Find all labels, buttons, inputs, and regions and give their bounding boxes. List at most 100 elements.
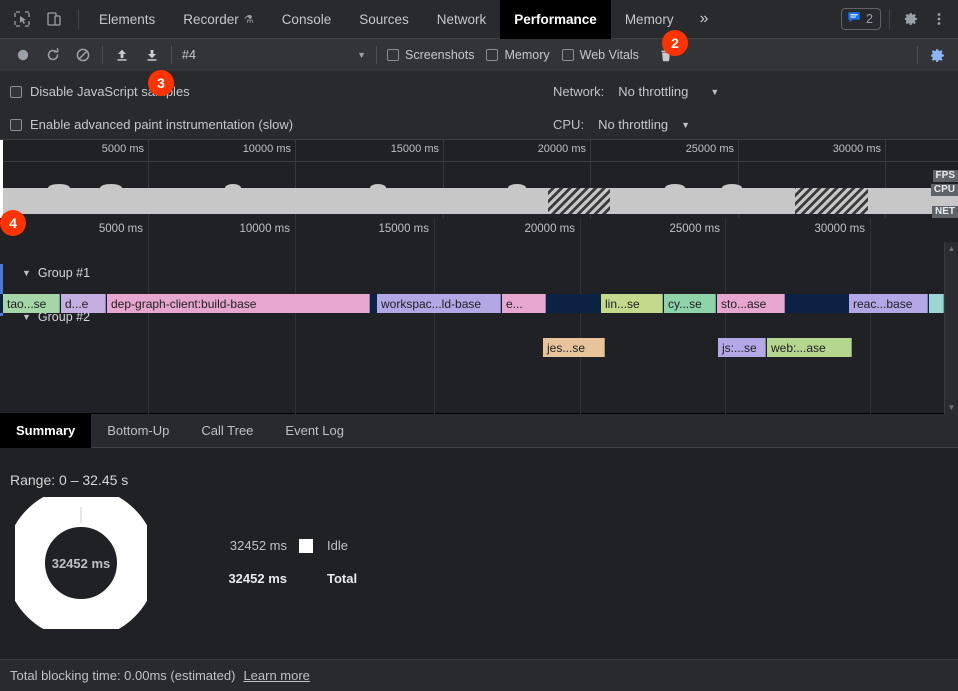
legend-idle-time: 32452 ms	[229, 538, 287, 553]
flame-bar[interactable]: js:...se	[718, 338, 766, 357]
upload-arrow-icon[interactable]	[107, 42, 137, 68]
tab-elements[interactable]: Elements	[85, 0, 169, 39]
tab-console[interactable]: Console	[268, 0, 346, 39]
flame-bar[interactable]: lin...se	[601, 294, 663, 313]
overview-gridline	[885, 140, 886, 218]
tab-bottom-up[interactable]: Bottom-Up	[91, 414, 185, 448]
tab-recorder[interactable]: Recorder ⚗	[169, 0, 267, 39]
legend-idle-label: Idle	[327, 538, 348, 553]
capture-settings-pane: Disable JavaScript samples Enable advanc…	[0, 72, 958, 140]
tab-performance-label: Performance	[514, 11, 597, 27]
toolbar-divider	[917, 46, 918, 64]
scroll-up-arrow-icon[interactable]: ▲	[947, 244, 956, 253]
chevron-down-icon[interactable]: ▼	[22, 312, 31, 322]
flame-group-header[interactable]: ▼ Group #1	[22, 266, 90, 280]
chevron-down-icon[interactable]: ▼	[22, 268, 31, 278]
tab-bottom-up-label: Bottom-Up	[107, 423, 170, 438]
timeline-overview[interactable]: 5000 ms 10000 ms 15000 ms 20000 ms 25000 ms 3…	[0, 140, 958, 218]
device-toolbar-icon[interactable]	[40, 6, 68, 32]
tab-event-log[interactable]: Event Log	[269, 414, 360, 448]
checkbox-web-vitals[interactable]: Web Vitals	[561, 48, 639, 62]
flame-bar[interactable]: dep-graph-client:build-base	[107, 294, 370, 313]
tab-network[interactable]: Network	[423, 0, 501, 39]
setting-advanced-paint-label: Enable advanced paint instrumentation (s…	[30, 117, 294, 132]
reload-refresh-icon[interactable]	[38, 42, 68, 68]
setting-cpu-throttling[interactable]: CPU: No throttling ▼	[553, 117, 690, 132]
more-tabs-button[interactable]: »	[699, 10, 709, 27]
tab-performance[interactable]: Performance	[500, 0, 611, 39]
flame-bar[interactable]: sto...ase	[717, 294, 785, 313]
flame-tick-label: 20000 ms	[524, 223, 575, 235]
setting-network-throttling[interactable]: Network: No throttling ▼	[553, 84, 719, 99]
overview-window-left-handle[interactable]	[0, 140, 3, 218]
checkbox-advanced-paint[interactable]	[10, 118, 22, 131]
cpu-notch	[225, 184, 241, 188]
tab-summary[interactable]: Summary	[0, 413, 92, 448]
cpu-notch	[100, 184, 122, 188]
network-throttling-label: Network:	[553, 84, 605, 99]
overview-fps-label: FPS	[932, 170, 958, 182]
tab-event-log-label: Event Log	[285, 423, 344, 438]
scroll-down-arrow-icon[interactable]: ▼	[947, 403, 956, 412]
flame-tick-label: 15000 ms	[378, 223, 429, 235]
learn-more-link[interactable]: Learn more	[243, 668, 310, 683]
tab-call-tree[interactable]: Call Tree	[185, 414, 269, 448]
flame-bar[interactable]: workspac...ld-base	[377, 294, 501, 313]
flame-gridline	[870, 218, 871, 414]
capture-checkbox-group: Screenshots Memory Web Vitals	[387, 42, 681, 68]
toolbar-divider	[171, 46, 172, 64]
summary-legend: 32452 ms Idle 32452 ms Total	[195, 538, 357, 586]
cpu-notch	[370, 184, 386, 188]
tab-sources-label: Sources	[359, 11, 409, 27]
tab-console-label: Console	[281, 11, 332, 27]
flame-bar[interactable]: web:...ase	[767, 338, 852, 357]
devtools-tabbar: Elements Recorder ⚗ Console Sources Netw…	[0, 0, 958, 39]
flame-bar[interactable]: tao...se	[3, 294, 60, 313]
flame-group-header[interactable]: ▼ Group #2	[22, 310, 90, 324]
flame-bar[interactable]: reac...base	[849, 294, 928, 313]
console-message-count-button[interactable]: 2	[841, 8, 881, 30]
tabbar-right-controls: 2	[841, 6, 958, 32]
tab-memory[interactable]: Memory	[611, 0, 688, 39]
profile-select[interactable]: #4 ▼	[182, 48, 372, 62]
flame-chart[interactable]: 5000 ms 10000 ms 15000 ms 20000 ms 25000 ms 3…	[0, 218, 958, 414]
flame-tick-label: 10000 ms	[239, 223, 290, 235]
details-tabs: Summary Bottom-Up Call Tree Event Log	[0, 413, 958, 448]
flame-tick-label: 30000 ms	[814, 223, 865, 235]
setting-advanced-paint[interactable]: Enable advanced paint instrumentation (s…	[10, 117, 293, 132]
tab-call-tree-label: Call Tree	[201, 423, 254, 438]
summary-range-text: Range: 0 – 32.45 s	[10, 472, 129, 488]
cpu-hatched-region	[795, 188, 868, 214]
flame-tick-label: 5000 ms	[98, 223, 143, 235]
download-arrow-icon[interactable]	[137, 42, 167, 68]
kebab-menu-icon[interactable]	[926, 6, 952, 32]
toolbar-divider	[78, 9, 79, 29]
checkbox-memory-box[interactable]	[486, 49, 499, 61]
record-circle-icon[interactable]	[8, 42, 38, 68]
flame-bar[interactable]: cy...se	[664, 294, 716, 313]
flame-bar[interactable]	[929, 294, 944, 313]
flame-bar[interactable]: e...	[502, 294, 546, 313]
capture-settings-gear-icon[interactable]	[922, 42, 952, 68]
legend-total-swatch	[299, 572, 313, 586]
flame-chart-body[interactable]: ▼ Group #1 ▼ Group #2 tao...se d...e dep-grap…	[0, 242, 944, 414]
checkbox-screenshots-box[interactable]	[387, 49, 399, 61]
cpu-throttling-label: CPU:	[553, 117, 585, 132]
clear-no-entry-icon[interactable]	[68, 42, 98, 68]
annotation-badge-2: 2	[662, 30, 688, 56]
gear-icon[interactable]	[898, 6, 924, 32]
checkbox-screenshots[interactable]: Screenshots	[387, 48, 474, 62]
overview-gridline	[148, 140, 149, 218]
checkbox-memory[interactable]: Memory	[486, 48, 550, 62]
tab-memory-label: Memory	[624, 11, 674, 27]
flame-gridline	[434, 218, 435, 414]
flame-bar[interactable]: jes...se	[543, 338, 605, 357]
tab-sources[interactable]: Sources	[345, 0, 423, 39]
inspect-cursor-icon[interactable]	[8, 6, 36, 32]
flame-bar[interactable]: d...e	[61, 294, 106, 313]
flame-chart-scrollbar[interactable]: ▲ ▼	[944, 242, 958, 414]
checkbox-disable-js-samples[interactable]	[10, 85, 22, 98]
checkbox-web-vitals-box[interactable]	[561, 49, 574, 61]
chevron-down-icon: ▼	[357, 50, 366, 60]
status-bar: Total blocking time: 0.00ms (estimated) …	[0, 659, 958, 691]
